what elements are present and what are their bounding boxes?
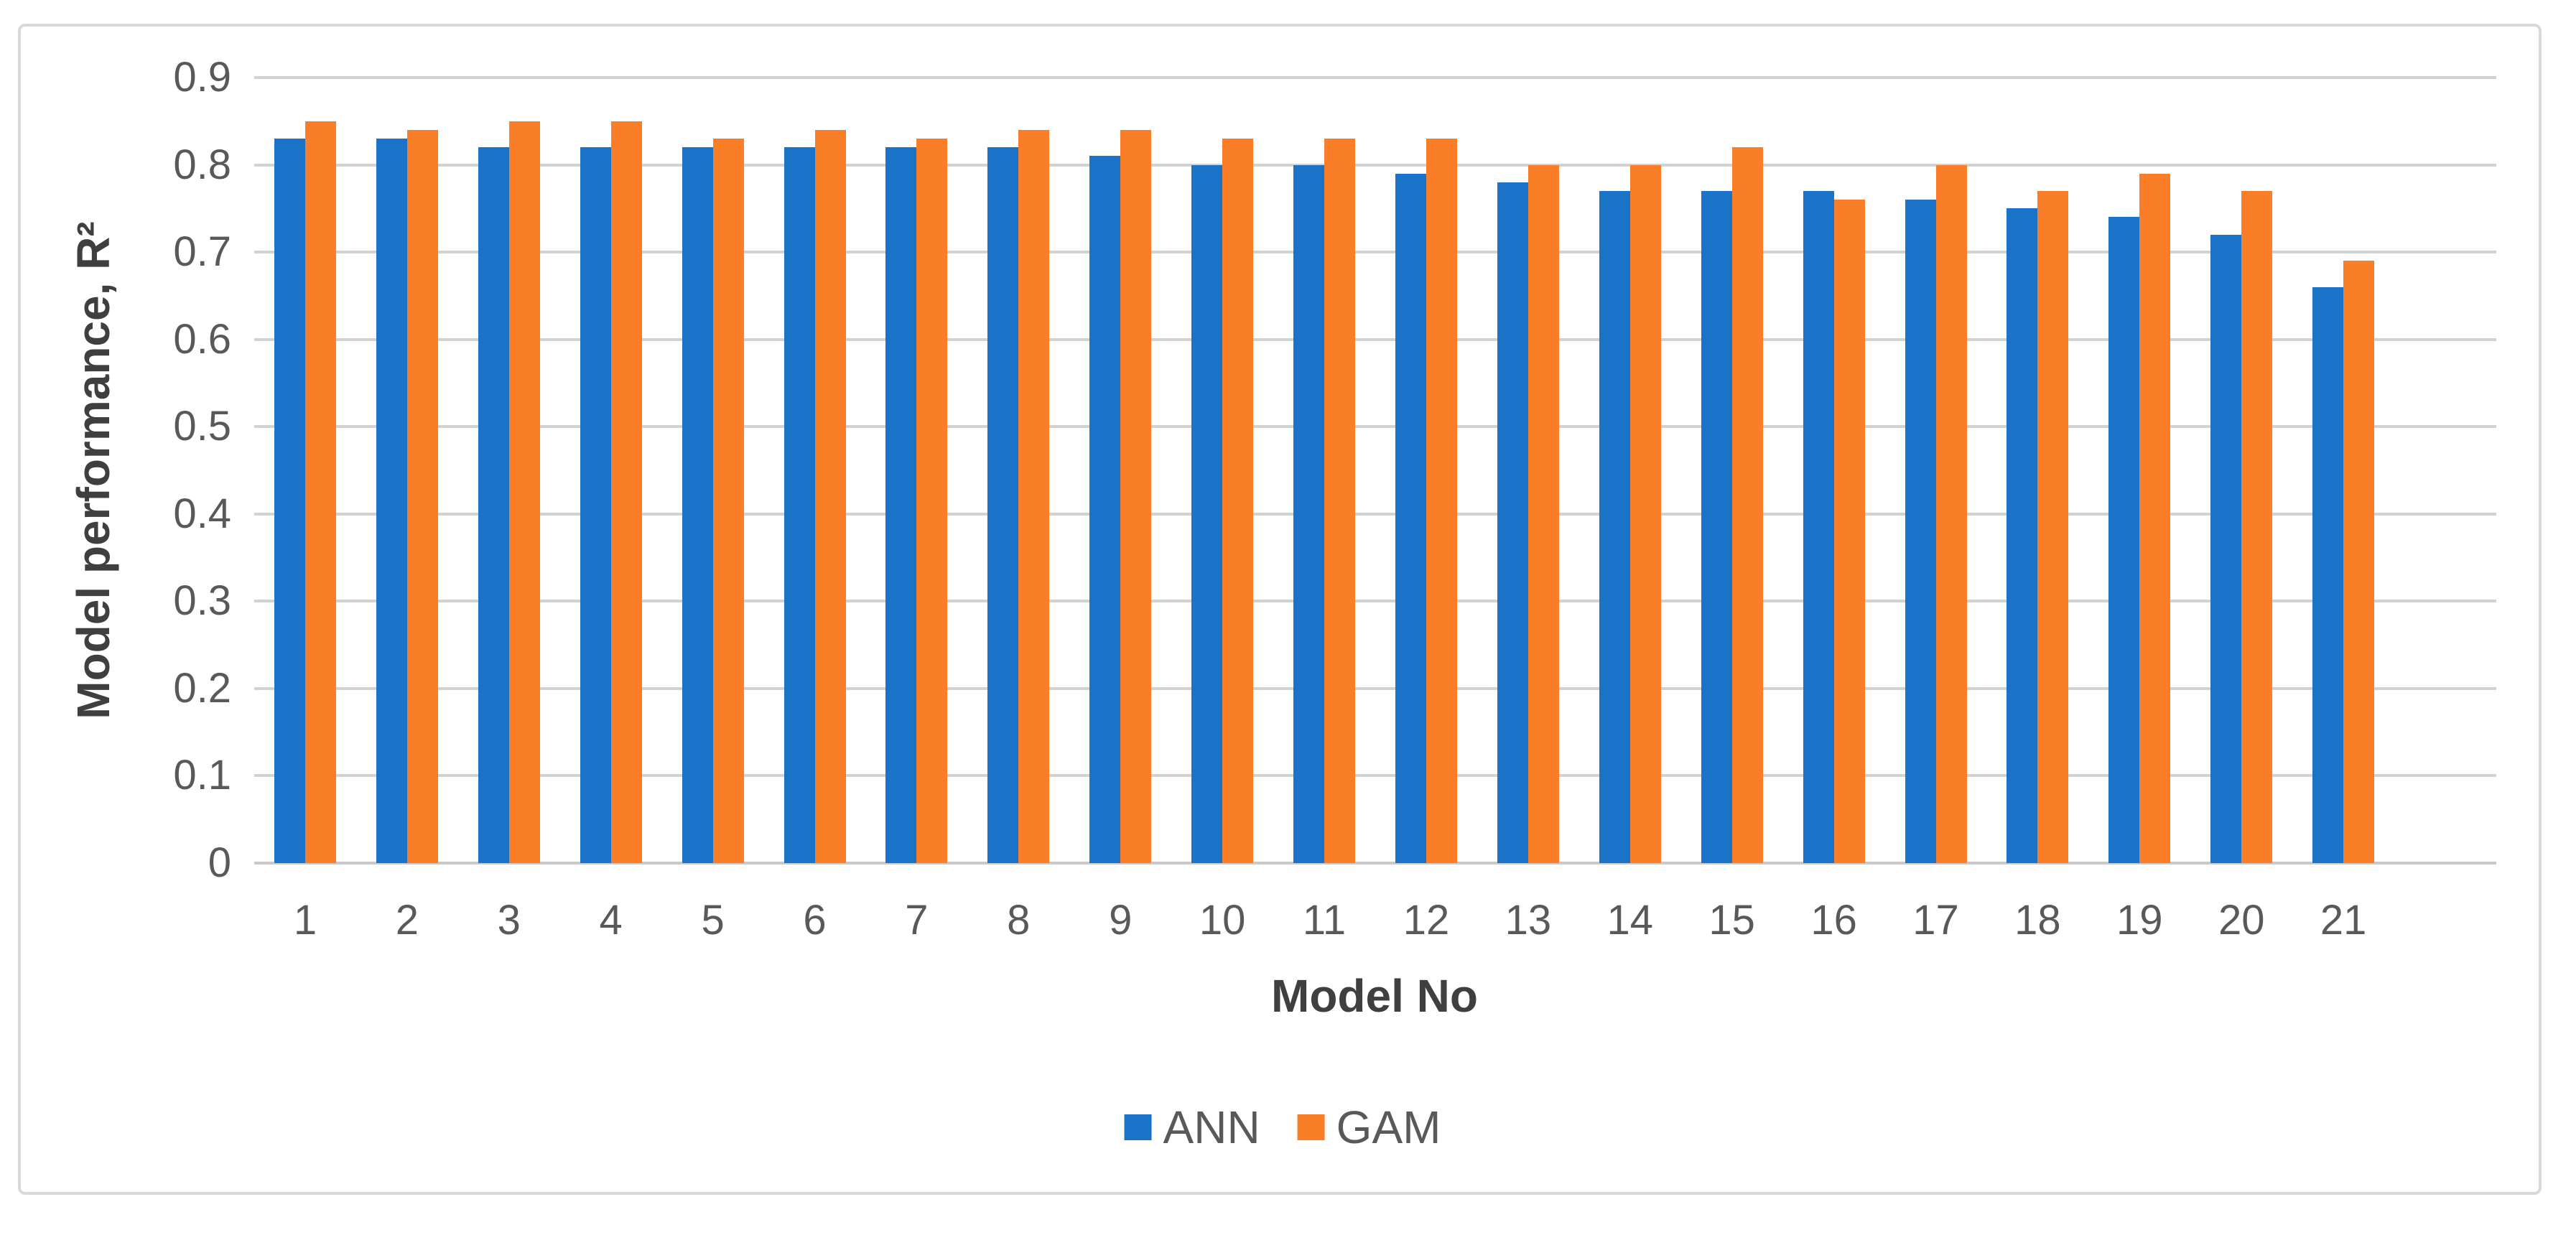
bar-gam-10 bbox=[1222, 139, 1254, 863]
x-tick-label: 8 bbox=[1007, 897, 1031, 943]
bar-ann-6 bbox=[784, 147, 815, 863]
gridline bbox=[254, 251, 2496, 254]
bar-ann-2 bbox=[376, 139, 407, 863]
x-tick-label: 11 bbox=[1302, 897, 1347, 943]
bar-ann-4 bbox=[580, 147, 611, 863]
y-tick-label: 0.9 bbox=[173, 54, 231, 101]
x-axis-line bbox=[254, 862, 2496, 865]
bar-gam-12 bbox=[1426, 139, 1457, 863]
y-tick-label: 0.4 bbox=[173, 490, 231, 537]
y-tick-label: 0.3 bbox=[173, 577, 231, 625]
bar-gam-18 bbox=[2037, 191, 2069, 863]
bar-gam-13 bbox=[1528, 164, 1559, 863]
bar-gam-11 bbox=[1324, 139, 1356, 863]
y-tick-label: 0.1 bbox=[173, 752, 231, 799]
bar-ann-18 bbox=[2007, 208, 2038, 863]
x-tick-label: 9 bbox=[1109, 897, 1133, 943]
bar-ann-5 bbox=[682, 147, 713, 863]
x-tick-label: 1 bbox=[293, 897, 317, 943]
x-tick-label: 3 bbox=[497, 897, 521, 943]
x-tick-label: 18 bbox=[2014, 897, 2061, 943]
x-tick-label: 4 bbox=[599, 897, 623, 943]
y-tick-label: 0.7 bbox=[173, 228, 231, 276]
x-tick-label: 12 bbox=[1403, 897, 1450, 943]
bar-gam-5 bbox=[712, 139, 744, 863]
x-tick-label: 21 bbox=[2320, 897, 2367, 943]
gridline bbox=[254, 76, 2496, 79]
bar-gam-8 bbox=[1018, 129, 1050, 863]
bar-gam-3 bbox=[508, 121, 540, 863]
bar-gam-9 bbox=[1120, 129, 1152, 863]
bar-gam-1 bbox=[304, 121, 336, 863]
gridline bbox=[254, 425, 2496, 429]
y-tick-label: 0 bbox=[208, 839, 231, 886]
bar-gam-4 bbox=[610, 121, 642, 863]
x-tick-label: 17 bbox=[1912, 897, 1959, 943]
x-tick-label: 6 bbox=[803, 897, 827, 943]
gridline bbox=[254, 774, 2496, 778]
bar-gam-14 bbox=[1629, 164, 1661, 863]
legend-label-gam: GAM bbox=[1336, 1101, 1441, 1153]
legend-item-gam: GAM bbox=[1297, 1101, 1441, 1153]
bar-ann-21 bbox=[2312, 286, 2344, 863]
bar-ann-14 bbox=[1599, 191, 1630, 863]
bar-ann-15 bbox=[1701, 191, 1732, 863]
x-tick-label: 15 bbox=[1708, 897, 1755, 943]
x-tick-label: 20 bbox=[2218, 897, 2265, 943]
gridline bbox=[254, 512, 2496, 516]
y-tick-label: 0.5 bbox=[173, 403, 231, 450]
x-tick-label: 14 bbox=[1606, 897, 1654, 943]
bar-gam-21 bbox=[2343, 261, 2375, 863]
legend-swatch-gam bbox=[1297, 1114, 1325, 1140]
bar-gam-15 bbox=[1731, 147, 1763, 863]
x-tick-label: 2 bbox=[395, 897, 419, 943]
y-axis-title: Model performance, R² bbox=[68, 221, 119, 719]
bar-gam-7 bbox=[916, 139, 948, 863]
gridline bbox=[254, 337, 2496, 341]
bar-gam-2 bbox=[406, 129, 438, 863]
bar-ann-16 bbox=[1803, 191, 1834, 863]
bar-gam-16 bbox=[1833, 200, 1865, 863]
bar-ann-8 bbox=[987, 147, 1019, 863]
y-tick-label: 0.8 bbox=[173, 141, 231, 188]
legend: ANN GAM bbox=[1124, 1101, 1441, 1153]
legend-label-ann: ANN bbox=[1163, 1101, 1260, 1153]
bar-ann-10 bbox=[1191, 164, 1223, 863]
y-tick-label: 0.2 bbox=[173, 664, 231, 712]
bar-ann-20 bbox=[2210, 234, 2242, 863]
x-tick-label: 13 bbox=[1505, 897, 1552, 943]
x-tick-label: 16 bbox=[1810, 897, 1857, 943]
x-tick-label: 10 bbox=[1199, 897, 1246, 943]
x-axis-title: Model No bbox=[1271, 970, 1478, 1022]
x-tick-label: 7 bbox=[905, 897, 929, 943]
bar-ann-17 bbox=[1905, 200, 1936, 863]
legend-item-ann: ANN bbox=[1124, 1101, 1260, 1153]
bar-gam-6 bbox=[814, 129, 846, 863]
bar-ann-11 bbox=[1293, 164, 1325, 863]
bar-ann-9 bbox=[1089, 156, 1121, 863]
bar-ann-1 bbox=[274, 139, 305, 863]
x-tick-label: 5 bbox=[701, 897, 725, 943]
bar-ann-19 bbox=[2108, 217, 2140, 863]
bar-ann-3 bbox=[478, 147, 509, 863]
bar-ann-13 bbox=[1497, 182, 1528, 863]
legend-swatch-ann bbox=[1124, 1114, 1152, 1140]
y-tick-label: 0.6 bbox=[173, 315, 231, 363]
gridline bbox=[254, 600, 2496, 603]
x-tick-label: 19 bbox=[2116, 897, 2163, 943]
bar-gam-17 bbox=[1935, 164, 1967, 863]
bar-ann-7 bbox=[885, 147, 917, 863]
gridline bbox=[254, 163, 2496, 167]
gridline bbox=[254, 686, 2496, 690]
bar-gam-19 bbox=[2139, 173, 2171, 863]
bar-ann-12 bbox=[1395, 173, 1426, 863]
bar-gam-20 bbox=[2241, 191, 2273, 863]
